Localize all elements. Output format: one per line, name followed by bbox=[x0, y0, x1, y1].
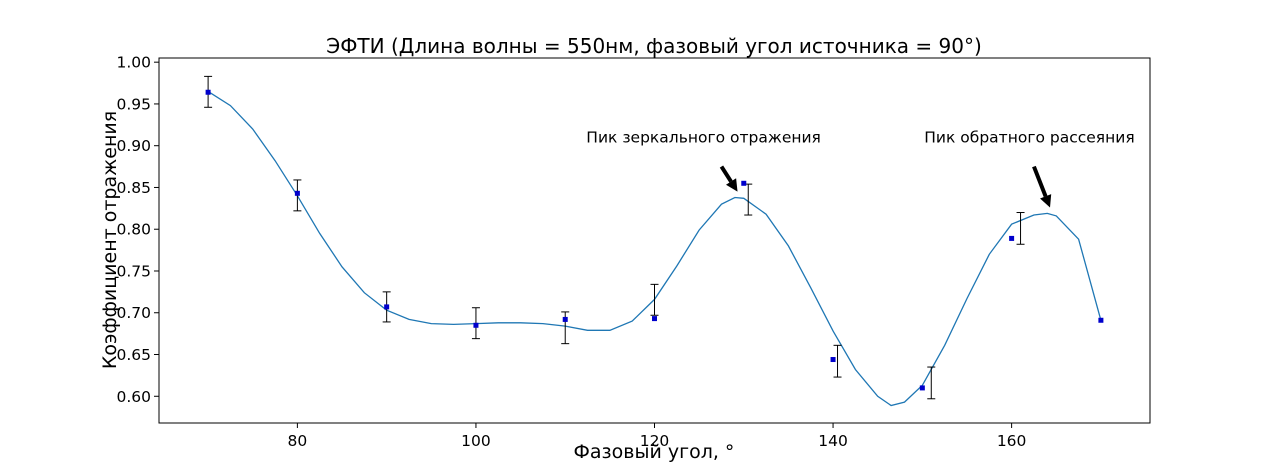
data-point bbox=[562, 316, 568, 322]
y-tick-label: 0.85 bbox=[116, 179, 151, 197]
x-tick-label: 120 bbox=[640, 432, 670, 450]
data-point bbox=[919, 385, 925, 391]
chart-title: ЭФТИ (Длина волны = 550нм, фазовый угол … bbox=[326, 34, 982, 58]
y-tick-label: 0.95 bbox=[116, 95, 151, 113]
y-tick-label: 0.65 bbox=[116, 346, 151, 364]
annotation-arrow-head bbox=[726, 178, 738, 192]
data-point bbox=[384, 304, 390, 310]
plot-area bbox=[204, 75, 1104, 407]
data-point bbox=[1009, 235, 1015, 241]
x-tick-label: 80 bbox=[288, 432, 308, 450]
annotation-arrow-shaft bbox=[719, 165, 733, 183]
data-point bbox=[830, 357, 836, 363]
data-point bbox=[473, 322, 479, 328]
y-tick-label: 0.60 bbox=[116, 388, 151, 406]
x-tick-label: 140 bbox=[818, 432, 848, 450]
data-point bbox=[294, 190, 300, 196]
y-tick-label: 0.70 bbox=[116, 304, 151, 322]
data-point bbox=[205, 89, 211, 95]
x-axis-label: Фазовый угол, ° bbox=[574, 441, 735, 463]
plot-frame bbox=[158, 57, 1151, 424]
fit-curve-line bbox=[207, 90, 1102, 407]
y-tick-label: 0.75 bbox=[116, 262, 151, 280]
annotation-arrow-head bbox=[1040, 194, 1052, 208]
y-tick-label: 0.80 bbox=[116, 221, 151, 239]
y-tick-label: 0.90 bbox=[116, 137, 151, 155]
annotation-label: Пик обратного рассеяния bbox=[924, 129, 1134, 147]
x-tick-label: 100 bbox=[461, 432, 491, 450]
x-tick-label: 160 bbox=[997, 432, 1027, 450]
y-tick-label: 1.00 bbox=[116, 54, 151, 72]
data-point bbox=[652, 316, 657, 322]
data-point bbox=[741, 180, 747, 186]
annotation-arrow-shaft bbox=[1032, 165, 1048, 198]
data-point bbox=[1098, 317, 1104, 323]
annotation-label: Пик зеркального отражения bbox=[586, 129, 821, 147]
y-axis-label: Коэффициент отражения bbox=[99, 111, 121, 369]
